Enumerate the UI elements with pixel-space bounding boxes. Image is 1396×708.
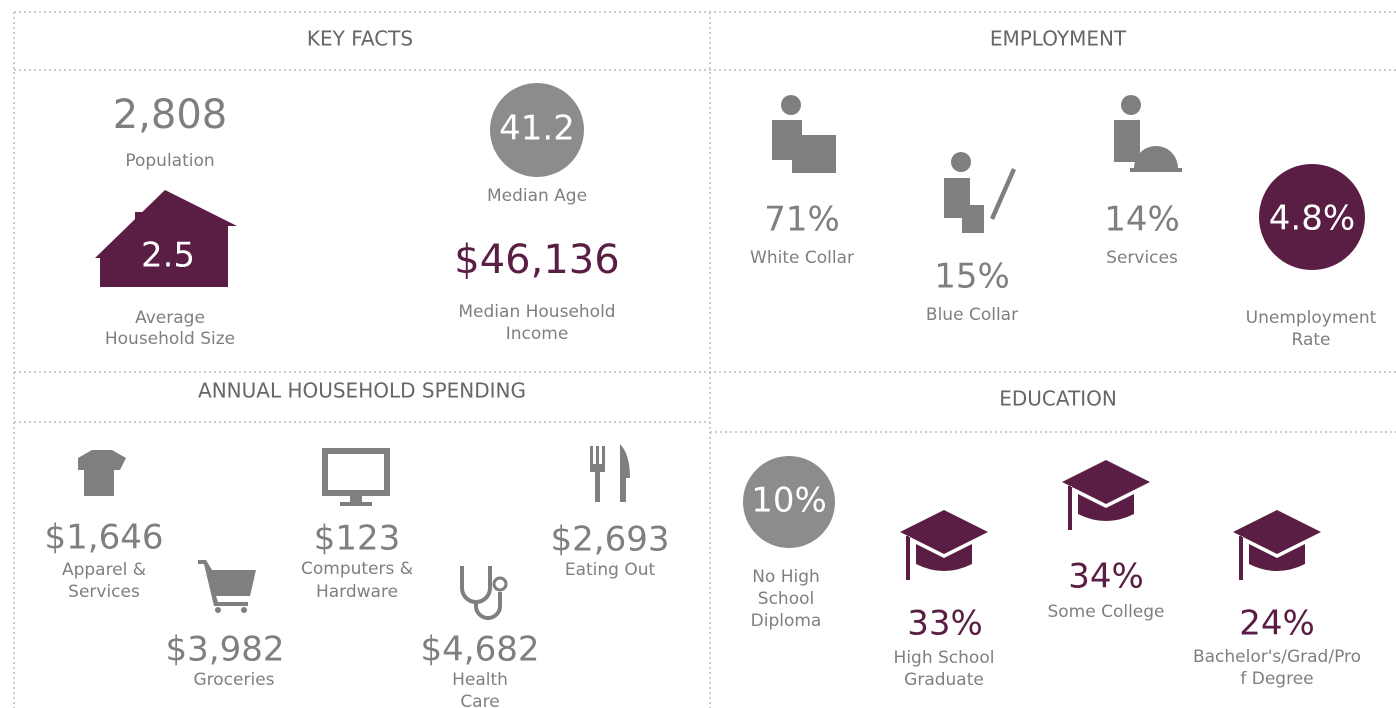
fact-label: Blue Collar [926, 305, 1018, 325]
fact-value: 71% [764, 200, 840, 240]
fact-label: Apparel & [62, 560, 146, 580]
fact-label: School [758, 589, 814, 609]
section-title: EDUCATION [999, 387, 1117, 411]
fact-label: Rate [1292, 330, 1331, 350]
fact-value: 14% [1104, 200, 1180, 240]
fact-value: 24% [1239, 604, 1315, 644]
fact-label: Hardware [316, 582, 398, 602]
section-title: EMPLOYMENT [990, 27, 1127, 51]
fact-value: $4,682 [421, 630, 540, 670]
dividers [13, 11, 1396, 708]
fact-label: Median Age [487, 186, 587, 206]
fact-value: $46,136 [454, 237, 619, 283]
fact-label: High School [894, 648, 995, 668]
fact-label: Computers & [301, 559, 413, 579]
fact-value: 15% [934, 257, 1010, 297]
fact-value: 4.8% [1269, 199, 1355, 239]
fact-label: Services [68, 582, 140, 602]
fact-label: Graduate [904, 670, 984, 690]
fact-label: White Collar [750, 248, 854, 268]
fact-label: Bachelor's/Grad/Pro [1193, 647, 1361, 667]
fact-label: Services [1106, 248, 1178, 268]
fact-label: f Degree [1240, 669, 1313, 689]
fact-label: Household Size [105, 329, 235, 349]
icons [78, 83, 1365, 620]
fact-value: $1,646 [45, 518, 164, 558]
fact-label: Some College [1047, 602, 1164, 622]
fact-value: $123 [314, 519, 401, 559]
fact-value: 10% [751, 481, 827, 521]
fact-label: Average [135, 308, 205, 328]
fact-label: Income [506, 324, 569, 344]
fact-label: Median Household [458, 302, 615, 322]
fact-value: $3,982 [166, 630, 285, 670]
fact-value: 33% [907, 604, 983, 644]
section-title: ANNUAL HOUSEHOLD SPENDING [198, 379, 526, 403]
fact-value: $2,693 [551, 520, 670, 560]
fact-label: Groceries [193, 670, 274, 690]
fact-label: Care [460, 692, 499, 708]
fact-label: Health [452, 670, 508, 690]
fact-label: Population [125, 151, 214, 171]
fact-label: Unemployment [1246, 308, 1377, 328]
fact-label: Eating Out [565, 560, 656, 580]
fact-value: 34% [1068, 557, 1144, 597]
fact-value: 2,808 [113, 92, 228, 138]
fact-label: Diploma [751, 611, 822, 631]
fact-label: No High [752, 567, 820, 587]
fact-value: 41.2 [499, 109, 575, 149]
section-title: KEY FACTS [307, 27, 413, 51]
fact-value: 2.5 [141, 236, 195, 276]
